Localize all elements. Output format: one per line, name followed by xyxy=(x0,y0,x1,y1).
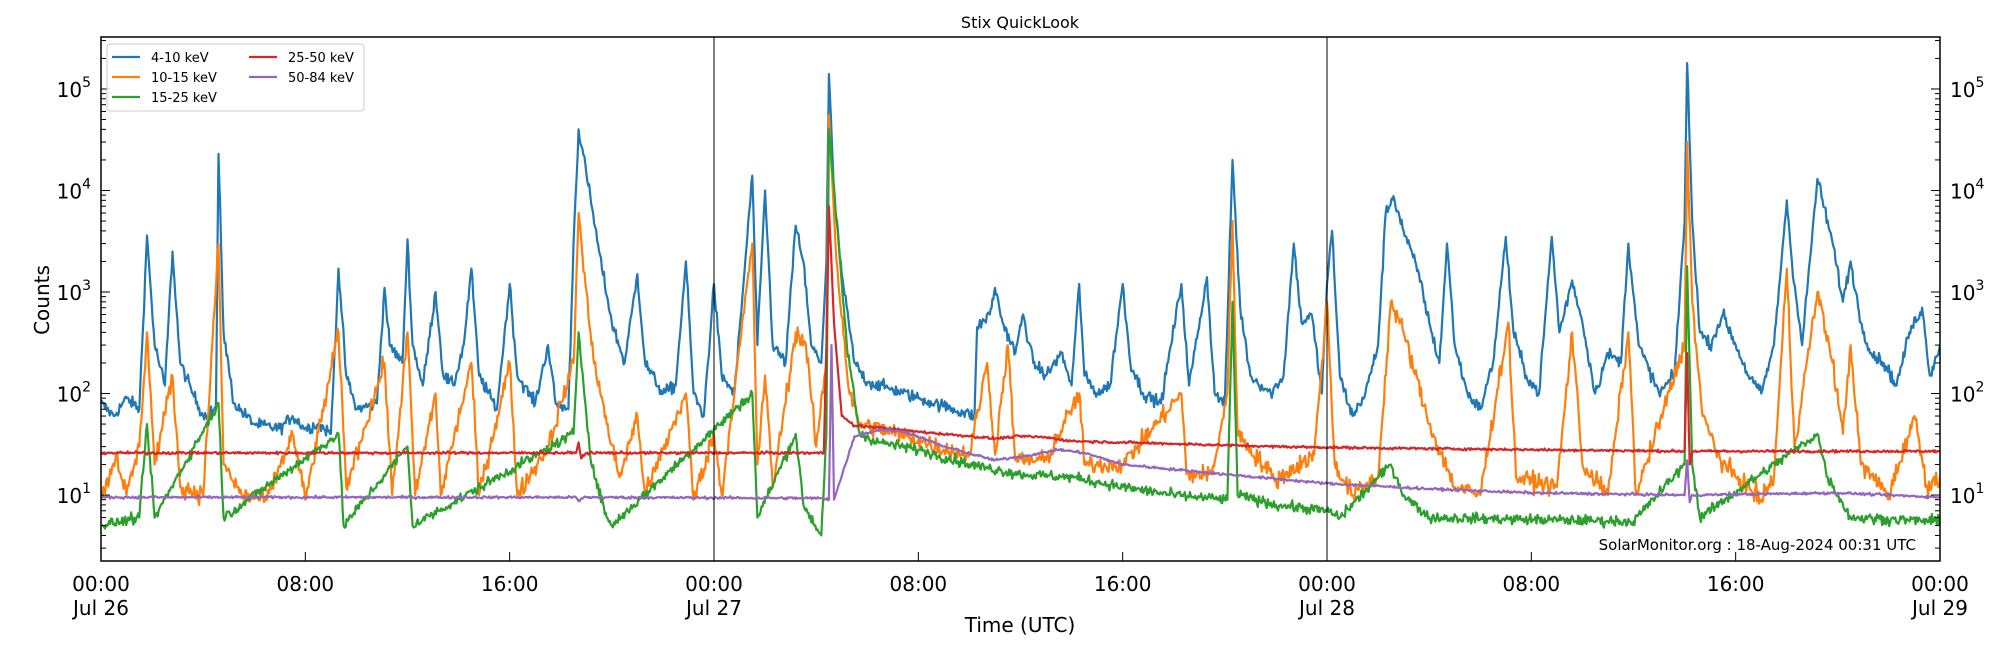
plot-frame xyxy=(100,36,1941,562)
legend: 4-10 keV 10-15 keV 15-25 keV 25-50 keV 50-84… xyxy=(106,43,365,112)
y-tick-label-right: 102 xyxy=(1950,380,1984,407)
y-tick-label-right: 105 xyxy=(1950,75,1984,102)
solarmonitor-annotation: SolarMonitor.org : 18-Aug-2024 00:31 UTC xyxy=(1599,536,1916,554)
x-axis-label: Time (UTC) xyxy=(964,613,1076,637)
x-tick-time-label: 16:00 xyxy=(1094,572,1152,596)
y-tick-label-right: 101 xyxy=(1950,481,1984,508)
series-line-10-15-kev xyxy=(101,114,1940,507)
legend-label: 15-25 keV xyxy=(151,91,217,106)
y-tick-exponent: 4 xyxy=(82,176,91,192)
y-tick-exponent: 2 xyxy=(82,380,91,396)
y-tick-base: 10 xyxy=(57,78,82,102)
y-tick-exponent: 1 xyxy=(82,481,91,497)
y-tick-exponent: 5 xyxy=(82,75,91,91)
y-tick-label-right: 103 xyxy=(1950,278,1984,305)
y-tick-base: 10 xyxy=(57,383,82,407)
y-tick-base: 10 xyxy=(1950,179,1975,203)
y-tick-label-left: 101 xyxy=(57,481,91,508)
x-tick-time-label: 00:00 xyxy=(1911,572,1969,596)
x-tick-time-label: 00:00 xyxy=(685,572,743,596)
y-tick-base: 10 xyxy=(1950,281,1975,305)
legend-label: 4-10 keV xyxy=(151,51,209,66)
y-tick-label-left: 105 xyxy=(57,75,91,102)
series-line-50-84-kev xyxy=(101,344,1940,504)
x-tick-date-label: Jul 29 xyxy=(1910,596,1968,620)
x-tick-time-label: 00:00 xyxy=(1298,572,1356,596)
y-tick-base: 10 xyxy=(1950,383,1975,407)
y-tick-base: 10 xyxy=(57,179,82,203)
x-tick-date-label: Jul 27 xyxy=(684,596,742,620)
y-tick-base: 10 xyxy=(57,281,82,305)
series-line-4-10-kev xyxy=(101,62,1940,437)
y-tick-label-left: 103 xyxy=(57,278,91,305)
y-tick-exponent: 2 xyxy=(1975,380,1984,396)
y-tick-label-right: 104 xyxy=(1950,176,1984,203)
series-line-15-25-kev xyxy=(101,128,1940,537)
y-tick-exponent: 4 xyxy=(1975,176,1984,192)
x-tick-time-label: 00:00 xyxy=(72,572,130,596)
x-tick-time-label: 08:00 xyxy=(890,572,948,596)
y-tick-base: 10 xyxy=(57,484,82,508)
x-tick-time-label: 08:00 xyxy=(277,572,335,596)
y-axis-label: Counts xyxy=(30,265,54,335)
y-tick-exponent: 1 xyxy=(1975,481,1984,497)
y-tick-label-left: 104 xyxy=(57,176,91,203)
x-tick-date-label: Jul 28 xyxy=(1297,596,1355,620)
legend-label: 25-50 keV xyxy=(288,51,354,66)
x-tick-time-label: 16:00 xyxy=(481,572,539,596)
chart-title: Stix QuickLook xyxy=(961,13,1080,32)
y-tick-base: 10 xyxy=(1950,78,1975,102)
x-tick-date-label: Jul 26 xyxy=(71,596,129,620)
day-separator-lines xyxy=(713,37,1328,561)
series-layer xyxy=(101,62,1940,537)
series-line-25-50-kev xyxy=(101,205,1940,466)
y-tick-exponent: 3 xyxy=(1975,278,1984,294)
y-tick-exponent: 3 xyxy=(82,278,91,294)
y-tick-base: 10 xyxy=(1950,484,1975,508)
y-tick-exponent: 5 xyxy=(1975,75,1984,91)
legend-label: 10-15 keV xyxy=(151,71,217,86)
legend-label: 50-84 keV xyxy=(288,71,354,86)
x-tick-time-label: 16:00 xyxy=(1707,572,1765,596)
legend-box xyxy=(106,43,365,112)
x-tick-time-label: 08:00 xyxy=(1503,572,1561,596)
y-tick-label-left: 102 xyxy=(57,380,91,407)
